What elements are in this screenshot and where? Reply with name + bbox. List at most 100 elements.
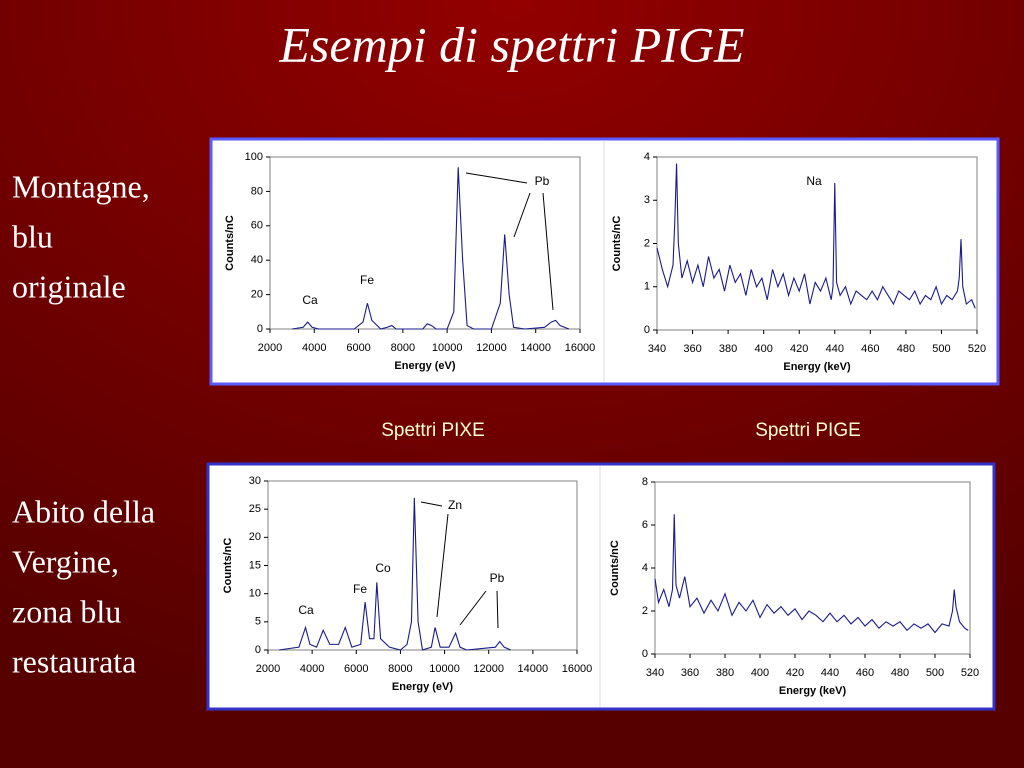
caption: Spettri PIXE: [381, 420, 485, 441]
x-axis-title: Energy (keV): [783, 361, 851, 373]
y-tick-label: 0: [642, 648, 648, 660]
x-tick-label: 12000: [473, 663, 504, 675]
annotation: Ca: [298, 603, 314, 617]
x-tick-label: 420: [786, 667, 804, 679]
plot-area: [654, 481, 971, 655]
x-tick-label: 400: [754, 343, 772, 355]
y-tick-label: 8: [642, 476, 648, 488]
y-axis-title: Counts/nC: [609, 540, 621, 596]
x-tick-label: 10000: [432, 342, 463, 354]
x-tick-label: 4000: [302, 342, 326, 354]
x-tick-label: 460: [856, 667, 874, 679]
y-tick-label: 0: [257, 323, 263, 335]
x-tick-label: 360: [683, 343, 701, 355]
side-label: Montagne,: [12, 168, 150, 204]
leader-line: [459, 590, 487, 626]
y-tick-label: 0: [644, 324, 650, 336]
x-tick-label: 500: [926, 667, 944, 679]
y-tick-label: 1: [644, 281, 650, 293]
y-axis-title: Counts/nC: [224, 215, 236, 271]
x-axis-title: Energy (keV): [779, 685, 847, 697]
x-tick-label: 460: [861, 343, 879, 355]
annotation: Na: [806, 174, 822, 188]
annotation: Fe: [353, 582, 367, 596]
x-axis-title: Energy (eV): [394, 360, 455, 372]
x-tick-label: 8000: [391, 342, 415, 354]
annotation: Co: [375, 561, 391, 575]
x-tick-label: 16000: [565, 342, 596, 354]
x-tick-label: 500: [932, 343, 950, 355]
x-tick-label: 2000: [258, 342, 282, 354]
plot-area: [656, 156, 978, 331]
side-label: zona blu: [12, 593, 121, 629]
x-tick-label: 440: [826, 343, 844, 355]
leader-line: [465, 172, 528, 184]
side-label: originale: [12, 268, 126, 304]
x-tick-label: 360: [681, 667, 699, 679]
y-tick-label: 5: [255, 616, 261, 628]
y-tick-label: 3: [644, 194, 650, 206]
leader-line: [542, 192, 554, 311]
side-label: Vergine,: [12, 543, 119, 579]
x-tick-label: 400: [751, 667, 769, 679]
spectrum-line: [278, 497, 512, 651]
y-axis-title: Counts/nC: [222, 538, 234, 594]
plot-area: [269, 156, 581, 330]
side-label: restaurata: [12, 643, 136, 679]
x-tick-label: 340: [648, 343, 666, 355]
y-tick-label: 25: [249, 503, 261, 515]
annotation: Pb: [490, 571, 505, 585]
x-tick-label: 520: [968, 343, 986, 355]
x-tick-label: 12000: [476, 342, 507, 354]
leader-line: [513, 192, 531, 238]
y-tick-label: 30: [249, 475, 261, 487]
spectrum-line: [654, 514, 969, 634]
y-tick-label: 4: [644, 151, 650, 163]
y-tick-label: 6: [642, 519, 648, 531]
y-axis-title: Counts/nC: [611, 216, 623, 272]
x-tick-label: 14000: [518, 663, 549, 675]
x-tick-label: 520: [961, 667, 979, 679]
x-tick-label: 380: [716, 667, 734, 679]
x-tick-label: 440: [821, 667, 839, 679]
leader-line: [436, 513, 449, 618]
x-tick-label: 4000: [300, 663, 324, 675]
annotation: Pb: [535, 174, 550, 188]
x-tick-label: 420: [790, 343, 808, 355]
y-tick-label: 100: [245, 151, 263, 163]
x-tick-label: 340: [646, 667, 664, 679]
y-tick-label: 10: [249, 588, 261, 600]
y-tick-label: 4: [642, 562, 648, 574]
slide-title: Esempi di spettri PIGE: [278, 16, 744, 72]
y-tick-label: 40: [251, 254, 263, 266]
annotation: Fe: [360, 273, 374, 287]
annotation: Ca: [302, 293, 318, 307]
y-tick-label: 20: [249, 531, 261, 543]
x-tick-label: 380: [719, 343, 737, 355]
leader-line: [420, 501, 443, 507]
side-label: Abito della: [12, 493, 155, 529]
leader-line: [496, 590, 499, 629]
annotation: Zn: [448, 498, 462, 512]
x-tick-label: 480: [897, 343, 915, 355]
y-tick-label: 15: [249, 559, 261, 571]
x-tick-label: 16000: [562, 663, 593, 675]
x-tick-label: 480: [891, 667, 909, 679]
y-tick-label: 60: [251, 220, 263, 232]
y-tick-label: 2: [644, 237, 650, 249]
caption: Spettri PIGE: [755, 420, 861, 441]
y-tick-label: 80: [251, 185, 263, 197]
x-axis-title: Energy (eV): [392, 681, 453, 693]
y-tick-label: 0: [255, 644, 261, 656]
y-tick-label: 2: [642, 605, 648, 617]
y-tick-label: 20: [251, 289, 263, 301]
x-tick-label: 14000: [520, 342, 551, 354]
x-tick-label: 8000: [388, 663, 412, 675]
x-tick-label: 6000: [346, 342, 370, 354]
x-tick-label: 6000: [344, 663, 368, 675]
x-tick-label: 10000: [429, 663, 460, 675]
spectrum-line: [292, 167, 570, 330]
plot-area: [267, 480, 578, 651]
